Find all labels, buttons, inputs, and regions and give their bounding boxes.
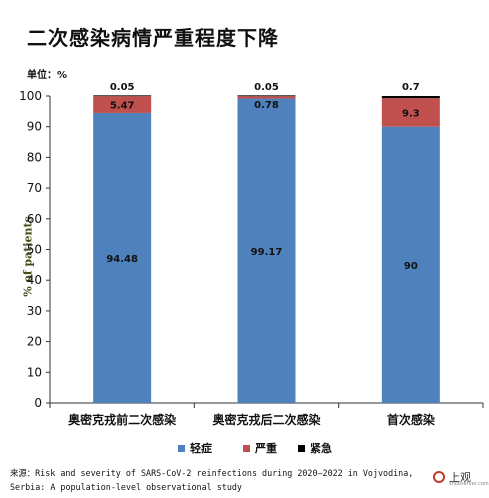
y-tick-label: 80 <box>27 150 42 164</box>
y-tick-label: 90 <box>27 120 42 134</box>
source-line-1: Risk and severity of SARS-CoV-2 reinfect… <box>35 468 414 478</box>
data-label-mild: 94.48 <box>106 254 138 265</box>
stacked-bar-chart: 0 10 20 30 40 50 60 70 80 90 100 94.48 5.47 0.05 奥密克戎前… <box>19 82 484 455</box>
x-category-label: 奥密克戎前二次感染 <box>68 412 177 427</box>
bar-segment-severe <box>237 96 296 99</box>
legend-swatch-mild <box>178 445 185 452</box>
data-label-mild: 90 <box>404 261 418 272</box>
publisher-logo: 上观 shobserver.com <box>433 468 489 488</box>
data-label-critical: 0.05 <box>254 82 279 93</box>
unit-label: 单位：% <box>27 70 68 81</box>
y-tick-label: 50 <box>27 243 42 257</box>
x-category-label: 奥密克戎后二次感染 <box>212 412 321 427</box>
y-tick-label: 0 <box>34 396 42 410</box>
data-label-mild: 99.17 <box>251 247 283 258</box>
legend-label-severe: 严重 <box>254 441 277 455</box>
legend-label-mild: 轻症 <box>190 441 212 455</box>
data-label-severe: 5.47 <box>110 101 135 112</box>
y-tick-label: 100 <box>19 89 42 103</box>
logo-mark-icon <box>433 471 445 483</box>
data-label-critical: 0.05 <box>110 82 135 93</box>
bar-segment-critical <box>237 95 296 97</box>
legend-label-critical: 紧急 <box>310 441 332 455</box>
y-tick-label: 30 <box>27 304 42 318</box>
source-prefix: 来源： <box>10 468 36 478</box>
bar-segment-critical <box>381 96 440 99</box>
bar-segment-severe <box>381 98 440 127</box>
y-tick-label: 20 <box>27 335 42 349</box>
source-note: 来源：Risk and severity of SARS-CoV-2 reinf… <box>10 466 420 494</box>
bar-segment-critical <box>93 95 152 97</box>
bar-segment-mild <box>237 98 296 404</box>
data-label-critical: 0.7 <box>402 82 420 93</box>
legend-swatch-critical <box>298 445 305 452</box>
data-label-severe: 9.3 <box>402 108 420 119</box>
logo-subtext: shobserver.com <box>449 481 489 487</box>
legend-swatch-severe <box>243 445 250 452</box>
bar-segment-mild <box>93 112 152 403</box>
logo-text: 上观 <box>449 471 471 484</box>
data-label-severe: 0.78 <box>254 100 279 111</box>
y-tick-label: 40 <box>27 273 42 287</box>
bar-segment-mild <box>381 126 440 403</box>
chart-title: 二次感染病情严重程度下降 <box>27 26 279 50</box>
x-category-label: 首次感染 <box>387 412 436 427</box>
bar-segment-severe <box>93 96 152 113</box>
y-tick-label: 70 <box>27 181 42 195</box>
y-tick-label: 60 <box>27 212 42 226</box>
y-tick-label: 10 <box>27 365 42 379</box>
source-line-2: Serbia: A population-level observational… <box>10 482 242 492</box>
